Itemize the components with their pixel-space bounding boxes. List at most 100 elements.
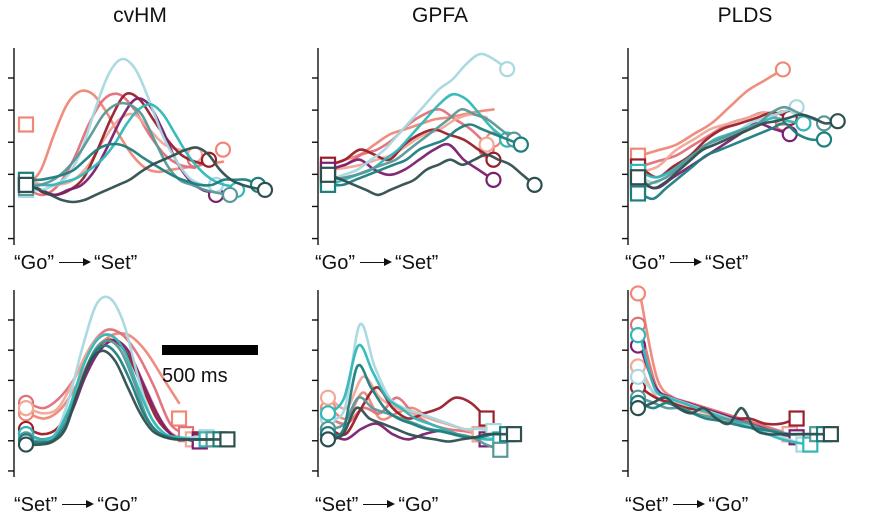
row-label-set-go-plds: “Set” “Go” — [625, 494, 748, 517]
trajectory-line — [638, 68, 785, 157]
circle-marker — [795, 115, 812, 132]
trajectory-line — [26, 333, 208, 441]
row-start-label: “Go” — [14, 252, 54, 274]
trajectory-line — [26, 349, 229, 447]
trajectory-line — [26, 102, 239, 189]
circle-marker — [221, 186, 239, 204]
square-marker — [17, 176, 35, 193]
circle-marker — [629, 327, 647, 344]
row-end-label: “Go” — [97, 494, 138, 516]
square-marker — [629, 169, 647, 186]
row-end-label: “Set” — [395, 252, 439, 274]
square-marker — [505, 426, 523, 443]
row-end-label: “Go” — [708, 494, 749, 516]
circle-marker — [629, 368, 647, 385]
row-end-label: “Go” — [398, 494, 439, 516]
circle-marker — [499, 61, 516, 78]
trajectory — [17, 89, 232, 187]
circle-marker — [815, 131, 833, 148]
trajectory-line — [328, 108, 516, 182]
scale-bar-label: 500 ms — [162, 365, 228, 387]
panel-cvhm-set-go — [8, 290, 236, 477]
arrow-right-icon — [59, 258, 91, 266]
trajectory-line — [26, 57, 218, 192]
trajectory-line — [26, 142, 260, 187]
trajectory — [629, 61, 791, 164]
circle-marker — [629, 400, 647, 417]
trajectory-line — [328, 406, 516, 443]
trajectory-line — [638, 396, 833, 436]
trajectory-line — [638, 113, 839, 190]
square-marker — [629, 185, 647, 202]
circle-marker — [256, 181, 274, 199]
trajectory-line — [328, 142, 495, 182]
panel-plds-set-go — [622, 285, 839, 477]
square-marker — [788, 410, 805, 427]
scale-bar — [162, 345, 258, 355]
square-marker — [319, 166, 337, 183]
row-label-go-set-cvhm: “Go” “Set” — [14, 252, 137, 275]
circle-marker — [214, 141, 232, 158]
circle-marker — [478, 136, 495, 153]
trajectory-line — [26, 101, 232, 197]
circle-marker — [526, 176, 543, 193]
trajectory-line — [328, 123, 523, 187]
trajectory-line — [638, 105, 826, 190]
arrow-right-icon — [363, 500, 396, 508]
trajectory — [17, 349, 236, 453]
row-end-label: “Set” — [705, 252, 749, 274]
arrow-right-icon — [670, 258, 702, 266]
row-start-label: “Set” — [315, 494, 359, 516]
circle-marker — [319, 431, 337, 448]
trajectory-line — [26, 89, 225, 187]
trajectory — [319, 153, 543, 197]
row-end-label: “Set” — [94, 252, 138, 274]
circle-marker — [512, 136, 529, 153]
column-title-plds: PLDS — [717, 4, 773, 27]
trajectory-line — [328, 153, 536, 197]
trajectory — [629, 122, 833, 202]
trajectory-line — [328, 322, 495, 433]
square-marker — [822, 426, 839, 443]
trajectory — [629, 113, 846, 190]
trajectory — [629, 316, 798, 443]
panel-gpfa-go-set — [312, 48, 543, 245]
square-marker — [170, 410, 188, 427]
trajectory-line — [638, 122, 826, 201]
column-title-cvhm: cvHM — [113, 4, 167, 27]
trajectory-line — [638, 116, 805, 179]
circle-marker — [17, 436, 35, 453]
row-label-go-set-plds: “Go” “Set” — [625, 252, 748, 275]
row-label-go-set-gpfa: “Go” “Set” — [315, 252, 438, 275]
circle-marker — [200, 151, 218, 168]
arrow-right-icon — [673, 500, 706, 508]
trajectory-line — [328, 128, 495, 167]
arrow-right-icon — [62, 500, 95, 508]
row-start-label: “Set” — [14, 494, 58, 516]
circle-marker — [319, 389, 337, 406]
panel-gpfa-set-go — [312, 290, 523, 477]
trajectory — [629, 396, 839, 443]
trajectory-line — [26, 146, 267, 204]
trajectory-line — [26, 328, 188, 436]
trajectory-line — [328, 385, 488, 437]
row-label-set-go-gpfa: “Set” “Go” — [315, 494, 438, 517]
trajectory-line — [328, 396, 481, 436]
row-start-label: “Set” — [625, 494, 669, 516]
row-start-label: “Go” — [315, 252, 355, 274]
trajectory — [17, 146, 274, 204]
circle-marker — [17, 400, 35, 417]
circle-marker — [485, 171, 502, 188]
circle-marker — [829, 113, 846, 130]
square-marker — [219, 431, 236, 448]
trajectory — [319, 406, 523, 448]
panel-cvhm-go-set — [8, 48, 274, 245]
arrow-right-icon — [360, 258, 392, 266]
column-title-gpfa: GPFA — [411, 4, 469, 27]
circle-marker — [781, 126, 798, 143]
trajectory-line — [328, 113, 488, 172]
panel-plds-go-set — [622, 48, 846, 245]
trajectory-line — [638, 111, 785, 174]
circle-marker — [774, 61, 791, 78]
